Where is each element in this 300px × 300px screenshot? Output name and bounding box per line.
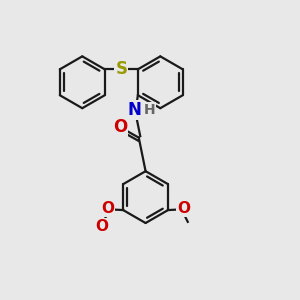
Text: O: O — [95, 219, 108, 234]
Text: O: O — [101, 201, 114, 216]
Text: O: O — [177, 201, 190, 216]
Text: O: O — [113, 118, 128, 136]
Text: N: N — [128, 101, 142, 119]
Text: S: S — [115, 60, 127, 78]
Text: H: H — [144, 103, 155, 117]
